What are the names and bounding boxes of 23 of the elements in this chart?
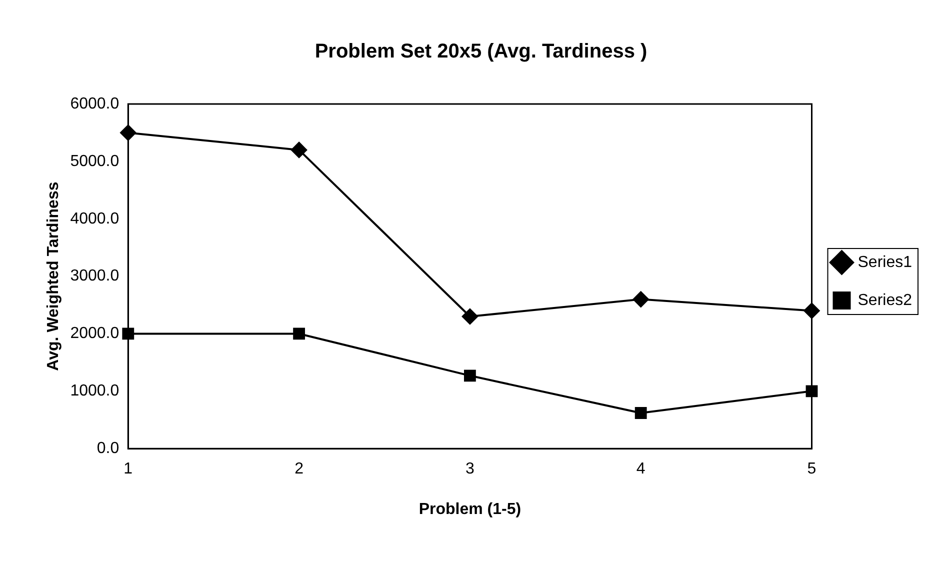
y-axis-title: Avg. Weighted Tardiness bbox=[45, 182, 62, 371]
x-tick-label: 2 bbox=[294, 460, 304, 478]
y-tick-label: 6000.0 bbox=[70, 95, 120, 112]
point bbox=[462, 308, 478, 325]
x-tick-label: 1 bbox=[124, 460, 133, 478]
point bbox=[291, 142, 308, 158]
point bbox=[632, 291, 649, 308]
y-tick-label: 1000.0 bbox=[70, 382, 120, 400]
y-tick-label: 5000.0 bbox=[70, 152, 120, 170]
y-tick-label: 4000.0 bbox=[70, 210, 120, 228]
point bbox=[634, 407, 647, 419]
y-tick-label: 0.0 bbox=[96, 440, 120, 458]
x-axis-title: Problem (1-5) bbox=[418, 500, 522, 518]
legend-label: Series2 bbox=[858, 292, 912, 309]
chart-title: Problem Set 20x5 (Avg. Tardiness ) bbox=[314, 40, 648, 63]
x-tick-label: 3 bbox=[465, 460, 474, 478]
y-tick-label: 3000.0 bbox=[70, 268, 120, 285]
x-tick-label: 4 bbox=[636, 460, 646, 478]
legend-label: Series1 bbox=[858, 254, 912, 271]
point bbox=[464, 370, 476, 382]
point bbox=[293, 328, 305, 340]
x-tick-label: 5 bbox=[807, 460, 816, 478]
y-tick-label: 2000.0 bbox=[70, 325, 120, 342]
